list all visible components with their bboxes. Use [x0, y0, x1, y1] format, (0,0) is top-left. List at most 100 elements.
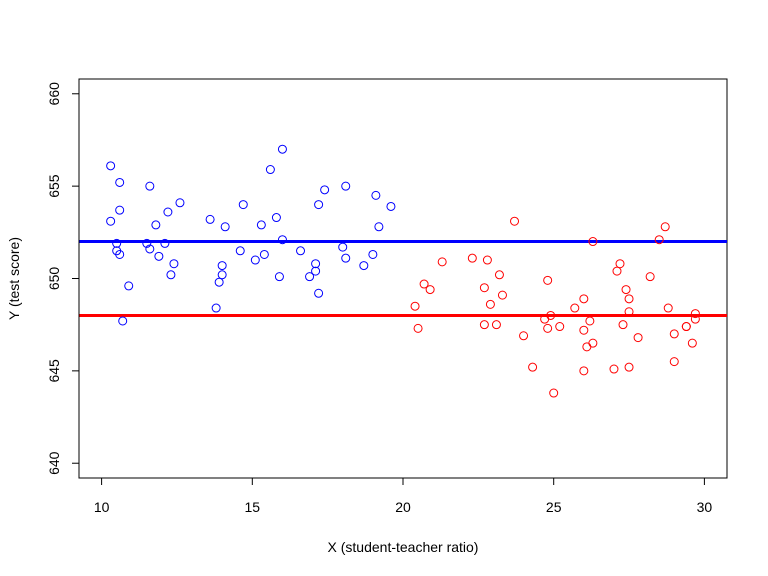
data-point: [621, 285, 631, 295]
data-point: [160, 238, 170, 248]
data-point: [106, 216, 116, 226]
data-point: [579, 325, 589, 335]
data-point: [543, 275, 553, 285]
data-point: [305, 272, 315, 282]
data-point: [624, 362, 634, 372]
data-point: [151, 220, 161, 230]
data-point: [320, 185, 330, 195]
data-point: [479, 283, 489, 293]
plot-frame: [78, 78, 728, 479]
data-point: [217, 261, 227, 271]
data-point: [235, 246, 245, 256]
x-axis-title: X (student-teacher ratio): [328, 539, 479, 555]
data-point: [145, 181, 155, 191]
data-point: [555, 322, 565, 332]
data-point: [163, 207, 173, 217]
data-point: [220, 222, 230, 232]
data-point: [618, 320, 628, 330]
mean-lines: [79, 240, 727, 317]
data-point: [277, 144, 287, 154]
data-point: [341, 253, 351, 263]
data-point: [115, 205, 125, 215]
data-point: [669, 329, 679, 339]
data-point: [528, 362, 538, 372]
data-point: [579, 294, 589, 304]
data-point: [425, 285, 435, 295]
data-point: [570, 303, 580, 313]
data-point: [338, 242, 348, 252]
data-points: [106, 144, 700, 398]
data-point: [588, 237, 598, 247]
data-point: [341, 181, 351, 191]
data-point: [491, 320, 501, 330]
data-point: [615, 259, 625, 269]
data-point: [374, 222, 384, 232]
data-point: [660, 222, 670, 232]
data-point: [497, 290, 507, 300]
data-point: [386, 201, 396, 211]
data-point: [612, 266, 622, 276]
data-point: [482, 255, 492, 265]
data-point: [687, 338, 697, 348]
data-point: [217, 270, 227, 280]
data-point: [205, 214, 215, 224]
data-point: [582, 342, 592, 352]
data-point: [419, 279, 429, 289]
data-point: [681, 322, 691, 332]
data-point: [118, 316, 128, 326]
data-point: [485, 299, 495, 309]
data-point: [585, 316, 595, 326]
data-point: [115, 177, 125, 187]
data-point: [311, 259, 321, 269]
y-tick-label: 645: [46, 359, 62, 383]
data-point: [633, 333, 643, 343]
data-point: [519, 331, 529, 341]
data-point: [142, 238, 152, 248]
x-tick-label: 15: [245, 499, 261, 515]
data-point: [256, 220, 266, 230]
data-point: [510, 216, 520, 226]
data-point: [106, 161, 116, 171]
data-point: [690, 314, 700, 324]
data-point: [145, 244, 155, 254]
y-axis: 640 645 650 655 660: [46, 82, 80, 475]
data-point: [274, 272, 284, 282]
y-tick-label: 650: [46, 267, 62, 291]
data-point: [259, 249, 269, 259]
y-tick-label: 640: [46, 451, 62, 475]
data-point: [359, 261, 369, 271]
x-tick-label: 30: [697, 499, 713, 515]
data-point: [479, 320, 489, 330]
data-point: [371, 190, 381, 200]
data-point: [624, 307, 634, 317]
data-point: [169, 259, 179, 269]
data-point: [277, 235, 287, 245]
y-axis-title: Y (test score): [6, 237, 22, 320]
data-point: [271, 213, 281, 223]
data-point: [690, 309, 700, 319]
data-point: [154, 251, 164, 261]
data-point: [663, 303, 673, 313]
data-point: [669, 357, 679, 367]
data-point: [115, 249, 125, 259]
data-point: [437, 257, 447, 267]
data-point: [166, 270, 176, 280]
data-point: [645, 272, 655, 282]
data-point: [265, 165, 275, 175]
data-point: [410, 301, 420, 311]
data-point: [467, 253, 477, 263]
x-tick-label: 20: [395, 499, 411, 515]
data-point: [112, 238, 122, 248]
data-point: [368, 249, 378, 259]
data-point: [624, 294, 634, 304]
data-point: [311, 266, 321, 276]
data-point: [314, 200, 324, 210]
data-point: [413, 323, 423, 333]
x-tick-label: 25: [546, 499, 562, 515]
data-point: [250, 255, 260, 265]
data-point: [579, 366, 589, 376]
data-point: [546, 310, 556, 320]
data-point: [175, 198, 185, 208]
data-point: [124, 281, 134, 291]
